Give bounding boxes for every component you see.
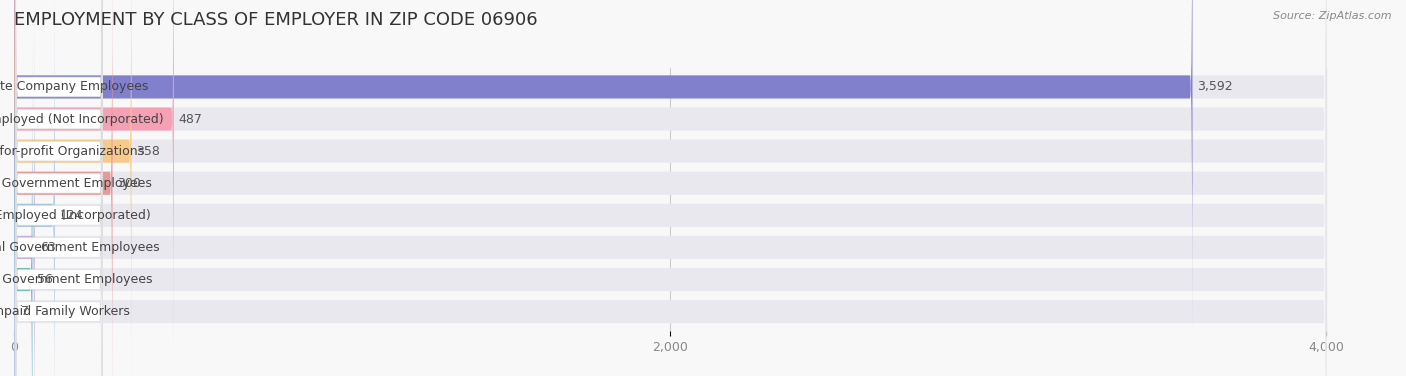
- Text: Not-for-profit Organizations: Not-for-profit Organizations: [0, 145, 145, 158]
- Text: Local Government Employees: Local Government Employees: [0, 177, 152, 190]
- Text: 56: 56: [38, 273, 53, 286]
- FancyBboxPatch shape: [14, 0, 174, 364]
- FancyBboxPatch shape: [14, 2, 1326, 376]
- FancyBboxPatch shape: [15, 65, 103, 376]
- Text: Source: ZipAtlas.com: Source: ZipAtlas.com: [1274, 11, 1392, 21]
- Text: 358: 358: [136, 145, 160, 158]
- FancyBboxPatch shape: [14, 0, 1192, 332]
- Text: 124: 124: [59, 209, 83, 222]
- Text: Unpaid Family Workers: Unpaid Family Workers: [0, 305, 131, 318]
- FancyBboxPatch shape: [14, 0, 1326, 376]
- FancyBboxPatch shape: [15, 0, 103, 366]
- FancyBboxPatch shape: [14, 34, 1326, 376]
- FancyBboxPatch shape: [15, 97, 103, 376]
- FancyBboxPatch shape: [15, 0, 103, 334]
- FancyBboxPatch shape: [14, 0, 132, 376]
- FancyBboxPatch shape: [14, 67, 1326, 376]
- FancyBboxPatch shape: [14, 0, 1326, 332]
- FancyBboxPatch shape: [14, 0, 112, 376]
- FancyBboxPatch shape: [14, 0, 1326, 376]
- Text: 300: 300: [118, 177, 141, 190]
- Text: 63: 63: [39, 241, 55, 254]
- FancyBboxPatch shape: [15, 33, 103, 376]
- Text: Private Company Employees: Private Company Employees: [0, 80, 149, 94]
- FancyBboxPatch shape: [14, 0, 1326, 364]
- Text: Self-Employed (Not Incorporated): Self-Employed (Not Incorporated): [0, 112, 163, 126]
- Text: State Government Employees: State Government Employees: [0, 273, 153, 286]
- FancyBboxPatch shape: [15, 0, 103, 302]
- Text: EMPLOYMENT BY CLASS OF EMPLOYER IN ZIP CODE 06906: EMPLOYMENT BY CLASS OF EMPLOYER IN ZIP C…: [14, 11, 537, 29]
- Text: Self-Employed (Incorporated): Self-Employed (Incorporated): [0, 209, 150, 222]
- FancyBboxPatch shape: [14, 34, 32, 376]
- Text: 7: 7: [21, 305, 30, 318]
- FancyBboxPatch shape: [15, 0, 103, 376]
- Text: 3,592: 3,592: [1198, 80, 1233, 94]
- FancyBboxPatch shape: [14, 0, 1326, 376]
- FancyBboxPatch shape: [14, 2, 35, 376]
- FancyBboxPatch shape: [14, 67, 17, 376]
- Text: Federal Government Employees: Federal Government Employees: [0, 241, 159, 254]
- Text: 487: 487: [179, 112, 202, 126]
- FancyBboxPatch shape: [14, 0, 55, 376]
- FancyBboxPatch shape: [15, 0, 103, 376]
